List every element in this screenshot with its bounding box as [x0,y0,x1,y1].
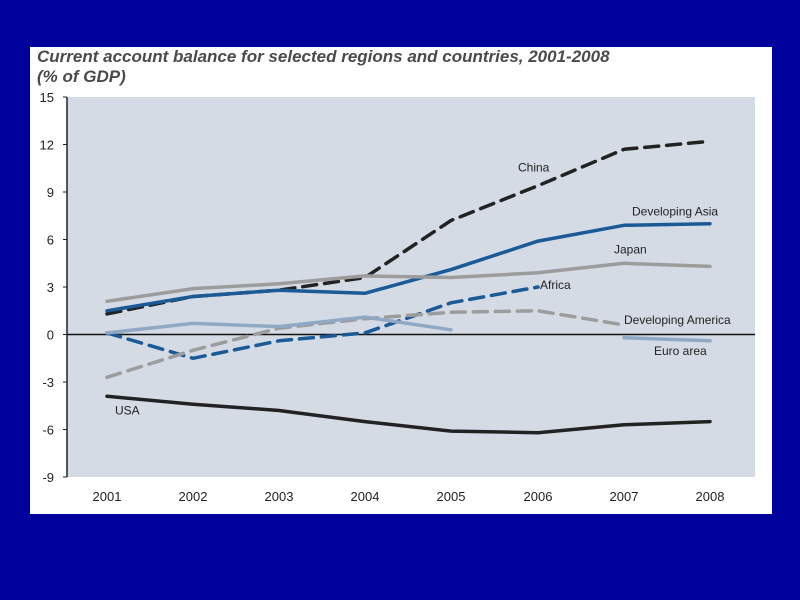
y-tick-label: 15 [40,90,54,105]
chart-title-line-2: (% of GDP) [37,67,126,86]
series-line-developing_asia [105,221,712,313]
series-line-japan [105,261,712,304]
series-label-china: China [518,161,550,175]
y-tick-label: 6 [47,233,54,248]
series-label-developing_america: Developing America [624,313,731,327]
y-tick-label: -6 [42,423,54,438]
x-tick-label: 2002 [179,489,208,504]
x-tick-label: 2004 [351,489,380,504]
y-tick-label: 0 [47,328,54,343]
chart-title: Current account balance for selected reg… [37,47,737,87]
y-tick-label: -9 [42,470,54,485]
x-tick-label: 2005 [437,489,466,504]
series-label-usa: USA [115,403,140,417]
series-label-euro_area: Euro area [654,344,707,358]
x-tick-label: 2006 [524,489,553,504]
series-label-japan: Japan [614,242,647,256]
series-label-developing_asia: Developing Asia [632,205,718,219]
y-tick-label: -3 [42,375,54,390]
x-tick-label: 2007 [610,489,639,504]
x-tick-label: 2008 [696,489,725,504]
x-tick-label: 2003 [265,489,294,504]
y-tick-label: 3 [47,280,54,295]
x-tick-label: 2001 [93,489,122,504]
series-label-africa: Africa [540,278,571,292]
plot-area [67,97,755,477]
chart-title-line-1: Current account balance for selected reg… [37,47,610,66]
y-tick-label: 9 [47,185,54,200]
series-line-euro_area [622,335,712,343]
series-line-usa [105,394,712,435]
y-tick-label: 12 [40,138,54,153]
series-line-euro_area [105,315,453,335]
